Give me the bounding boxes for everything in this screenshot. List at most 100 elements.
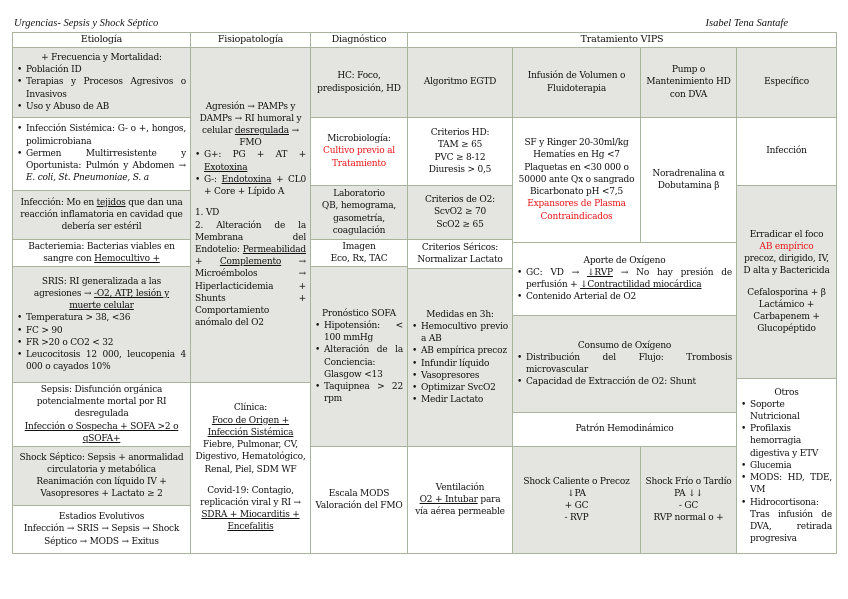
- text: Bicarbonato pH <7,5: [530, 187, 623, 198]
- underlined-text: desregulada: [234, 126, 289, 137]
- etiologia-sris: SRIS: RI generalizada a las agresiones →…: [12, 266, 191, 383]
- text: RVP normal o +: [653, 513, 724, 524]
- document-author: Isabel Tena Santafe: [705, 18, 788, 29]
- text: Criterios Séricos:: [421, 242, 499, 253]
- bullet-item: Optimizar SvcO2: [412, 382, 508, 394]
- text: Infección: Mo en: [20, 197, 97, 208]
- fisiopatologia-mecanismo: Agresión → PAMPs y DAMPs → RI humoral y …: [190, 47, 311, 383]
- paragraph: HC: Foco, predisposición, HD: [315, 70, 403, 94]
- bullet-item: Distribución del Flujo: Trombosis microv…: [517, 352, 732, 376]
- spacer: [195, 476, 306, 485]
- column-header-etiologia: Etiología: [12, 32, 191, 48]
- paragraph: Reanimación con líquido IV + Vasopresore…: [17, 476, 186, 500]
- paragraph: precoz, dirigido, IV, D alta y Bacterici…: [741, 253, 832, 277]
- underlined-text: Endotoxina: [221, 174, 272, 185]
- diagnostico-laboratorio: Laboratorio QB, hemograma, gasometría, co…: [310, 185, 408, 240]
- text: para vía aérea permeable: [415, 494, 505, 518]
- column-header-fisiopatologia: Fisiopatología: [190, 32, 311, 48]
- text: Microbiología:: [327, 134, 391, 145]
- paragraph: O2 + Intubar para vía aérea permeable: [412, 494, 508, 518]
- paragraph: Bicarbonato pH <7,5: [517, 186, 636, 198]
- paragraph: SRIS: RI generalizada a las agresiones →…: [17, 276, 186, 313]
- tratamiento-algoritmo-egtd: Algoritmo EGTD: [407, 47, 513, 118]
- paragraph: Hematíes en Hg <7: [517, 149, 636, 161]
- paragraph: RVP normal o +: [645, 512, 732, 524]
- text: Erradicar el foco: [749, 229, 824, 240]
- text: Laboratorio: [333, 189, 385, 200]
- underlined-text: SDRA + Miocarditis + Encefalitis: [201, 510, 300, 533]
- tratamiento-ventilacion: Ventilación O2 + Intubar para vía aérea p…: [407, 446, 513, 554]
- paragraph: Agresión → PAMPs y DAMPs → RI humoral y …: [195, 101, 306, 150]
- paragraph: Medidas en 3h:: [412, 309, 508, 321]
- paragraph: Infección o Sospecha + SOFA >2 o qSOFA+: [17, 421, 186, 445]
- text: Aporte de Oxígeno: [583, 255, 666, 266]
- text: Shock Caliente o Precoz: [523, 476, 630, 487]
- text: Hematíes en Hg <7: [533, 150, 620, 161]
- text: Población ID: [26, 65, 82, 76]
- paragraph: Ventilación: [412, 482, 508, 494]
- paragraph: 1. VD: [195, 207, 306, 219]
- underlined-text: ↓Contractilidad miocárdica: [580, 280, 702, 290]
- text: Clínica:: [233, 403, 268, 414]
- text: Criterios HD:: [430, 128, 490, 139]
- bullet-item: Temperatura > 38, <36: [17, 312, 186, 324]
- text: Diuresis > 0,5: [428, 164, 492, 175]
- bullet-item: Soporte Nutricional: [741, 399, 832, 423]
- text: Uso y Abuso de AB: [26, 101, 110, 112]
- tratamiento-criterios-hd: Criterios HD: TAM ≥ 65 PVC ≥ 8-12 Diuresis …: [407, 117, 513, 186]
- paragraph: Pronóstico SOFA: [315, 308, 403, 320]
- text: Shock Séptico: Sepsis + anormalidad circ…: [19, 452, 184, 475]
- etiologia-bacteriemia: Bacteriemia: Bacterias viables en sangre…: [12, 239, 191, 267]
- column-header-tratamiento: Tratamiento VIPS: [407, 32, 837, 48]
- text: MODS: HD, TDE, VM: [750, 473, 832, 496]
- text: Glucemia: [750, 460, 792, 471]
- text: Optimizar SvcO2: [421, 382, 496, 393]
- paragraph: Criterios HD:: [412, 127, 508, 139]
- paragraph: TAM ≥ 65: [412, 139, 508, 151]
- paragraph: QB, hemograma, gasometría, coagulación: [315, 200, 403, 237]
- bullet-item: Germen Multirresistente y Oportunista: P…: [17, 148, 186, 185]
- underlined-text: O2 + Intubar: [419, 494, 478, 505]
- underlined-text: Foco de Origen + Infección Sistémica: [207, 415, 294, 438]
- paragraph: Infección → SRIS → Sepsis → Shock Séptic…: [17, 523, 186, 547]
- text: Plaquetas en <30 000 o 50000 ante Qx o s…: [518, 162, 635, 185]
- underlined-text: Hemocultivo +: [94, 254, 160, 264]
- tratamiento-consumo-oxigeno: Consumo de OxígenoDistribución del Flujo…: [512, 315, 737, 413]
- paragraph: Laboratorio: [315, 188, 403, 200]
- paragraph: Dobutamina β: [645, 180, 732, 192]
- text: Germen Multirresistente y Oportunista: P…: [26, 148, 186, 172]
- text: Sepsis: Disfunción orgánica potencialmen…: [36, 385, 167, 420]
- text: Pump o Mantenimiento HD con DVA: [646, 65, 731, 100]
- text: - RVP: [564, 513, 589, 524]
- tratamiento-criterios-sericos: Criterios Séricos: Normalizar Lactato: [407, 239, 513, 269]
- etiologia-estadios: Estadios Evolutivos Infección → SRIS → Se…: [12, 505, 191, 554]
- bullet-item: Infección Sistémica: G- o +, hongos, pol…: [17, 123, 186, 147]
- paragraph: Criterios Séricos:: [412, 242, 508, 254]
- paragraph: Criterios de O2:: [412, 194, 508, 206]
- text: Medir Lactato: [421, 395, 484, 406]
- text: Taquipnea > 22 rpm: [324, 381, 403, 405]
- etiologia-shock-septico: Shock Séptico: Sepsis + anormalidad circ…: [12, 446, 191, 506]
- text: Escala MODS Valoración del FMO: [315, 488, 403, 511]
- text: → Microémbolos → Hiperlacticidemia + Shu…: [195, 257, 306, 329]
- etiologia-sepsis: Sepsis: Disfunción orgánica potencialmen…: [12, 382, 191, 447]
- paragraph: Bacteriemia: Bacterias viables en sangre…: [17, 241, 186, 265]
- text: Algoritmo EGTD: [423, 77, 497, 88]
- bullet-item: Vasopresores: [412, 370, 508, 382]
- text: Infusión de Volumen o Fluidoterapia: [527, 71, 626, 94]
- text: G-:: [204, 174, 222, 185]
- text: Criterios de O2:: [425, 195, 495, 206]
- text: Consumo de Oxígeno: [577, 340, 672, 351]
- paragraph: Noradrenalina α: [645, 168, 732, 180]
- text: Leucocitosis 12 000, leucopenia 4 000 o …: [26, 349, 186, 373]
- paragraph: Pump o Mantenimiento HD con DVA: [645, 64, 732, 101]
- paragraph: ScvO2 ≥ 70: [412, 206, 508, 218]
- text: TAM ≥ 65: [437, 140, 483, 151]
- text: Temperatura > 38, <36: [26, 313, 131, 324]
- text: Bacteriemia: Bacterias viables en sangre…: [28, 241, 175, 264]
- text: Pronóstico SOFA: [322, 308, 396, 319]
- highlighted-text: AB empírico: [759, 241, 814, 252]
- text: GC: VD →: [526, 267, 588, 278]
- paragraph: Shock Séptico: Sepsis + anormalidad circ…: [17, 452, 186, 476]
- tratamiento-erradicar-foco: Erradicar el foco AB empírico precoz, diri…: [736, 185, 837, 379]
